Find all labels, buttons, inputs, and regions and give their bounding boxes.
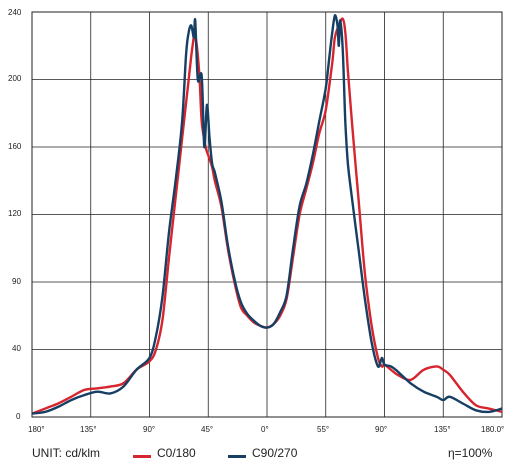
- x-tick-label: 135°: [434, 425, 451, 434]
- legend-swatch-c90-270: [228, 455, 246, 458]
- x-tick-label: 0°: [261, 425, 269, 434]
- grid: [32, 12, 502, 417]
- legend-swatch-c0-180: [133, 455, 151, 458]
- legend: UNIT: cd/klm C0/180 C90/270 η=100%: [32, 446, 502, 466]
- series-layer: [31, 14, 503, 415]
- x-tick-label: 180°: [28, 425, 45, 434]
- y-tick-label: 0: [16, 412, 21, 421]
- plot-area: [31, 11, 503, 418]
- x-axis-ticks: 180° 135° 90° 45° 0° 55° 90° 135° 180.0°: [28, 425, 504, 434]
- x-tick-label: 180.0°: [481, 425, 504, 434]
- x-tick-label: 90°: [143, 425, 155, 434]
- y-tick-label: 240: [8, 8, 22, 17]
- y-axis-ticks: 0 40 90 120 160 200 240: [8, 8, 22, 421]
- x-tick-label: 45°: [201, 425, 213, 434]
- x-tick-label: 135°: [80, 425, 97, 434]
- legend-series-c90-270: C90/270: [252, 446, 298, 460]
- series-line-c90-270: [31, 14, 503, 415]
- efficiency-label: η=100%: [448, 446, 493, 460]
- legend-series-c0-180: C0/180: [157, 446, 196, 460]
- y-tick-label: 90: [12, 277, 21, 286]
- y-tick-label: 120: [8, 209, 22, 218]
- y-tick-label: 40: [12, 344, 21, 353]
- y-tick-label: 160: [8, 142, 22, 151]
- y-tick-label: 200: [8, 74, 22, 83]
- x-tick-label: 90°: [375, 425, 387, 434]
- x-tick-label: 55°: [317, 425, 329, 434]
- legend-unit-label: UNIT: cd/klm: [32, 446, 101, 460]
